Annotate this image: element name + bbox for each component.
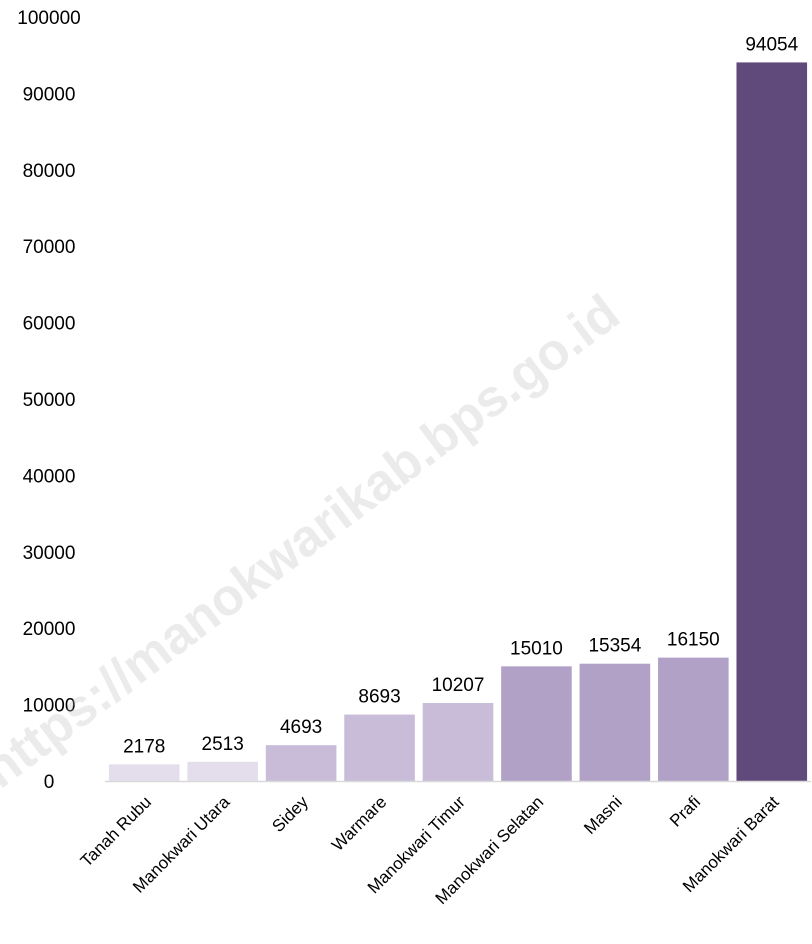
y-tick-label: 60000 bbox=[23, 314, 76, 335]
y-tick-label: 90000 bbox=[23, 84, 76, 105]
data-labels-group: 2178 2513 4693 8693 10207 15010 15354 16150 9405… bbox=[123, 34, 799, 757]
bar bbox=[422, 703, 494, 781]
y-axis: 0 10000 20000 30000 40000 50000 60000 70000 8000… bbox=[17, 8, 80, 793]
data-label: 10207 bbox=[432, 675, 485, 696]
bar bbox=[265, 745, 337, 781]
y-tick-label: 50000 bbox=[23, 390, 76, 411]
data-label: 15010 bbox=[510, 638, 563, 659]
y-tick-label: 40000 bbox=[23, 466, 76, 487]
y-tick-label: 100000 bbox=[17, 8, 80, 29]
data-label: 2178 bbox=[123, 736, 165, 757]
data-label: 4693 bbox=[280, 717, 322, 738]
y-tick-label: 20000 bbox=[23, 619, 76, 640]
bar bbox=[579, 663, 651, 781]
data-label: 2513 bbox=[202, 734, 244, 755]
bars-group bbox=[108, 62, 808, 782]
bar bbox=[658, 657, 729, 781]
data-label: 15354 bbox=[588, 636, 641, 657]
data-label: 16150 bbox=[667, 630, 720, 651]
x-tick-label: Masni bbox=[580, 792, 626, 838]
x-tick-label: Warmare bbox=[328, 792, 390, 854]
bar bbox=[187, 761, 258, 781]
bar bbox=[501, 666, 572, 781]
y-tick-label: 0 bbox=[44, 772, 55, 793]
data-label: 94054 bbox=[745, 34, 798, 55]
data-label: 8693 bbox=[358, 687, 400, 708]
x-tick-label: Tanah Rubu bbox=[77, 792, 155, 870]
y-tick-label: 30000 bbox=[23, 543, 76, 564]
bar bbox=[736, 62, 808, 782]
y-tick-label: 10000 bbox=[23, 696, 76, 717]
x-tick-label: Prafi bbox=[666, 792, 704, 830]
x-tick-label: Sidey bbox=[268, 792, 312, 836]
bar bbox=[108, 764, 180, 781]
y-tick-label: 70000 bbox=[23, 237, 76, 258]
y-tick-label: 80000 bbox=[23, 161, 76, 182]
bar bbox=[344, 714, 415, 781]
